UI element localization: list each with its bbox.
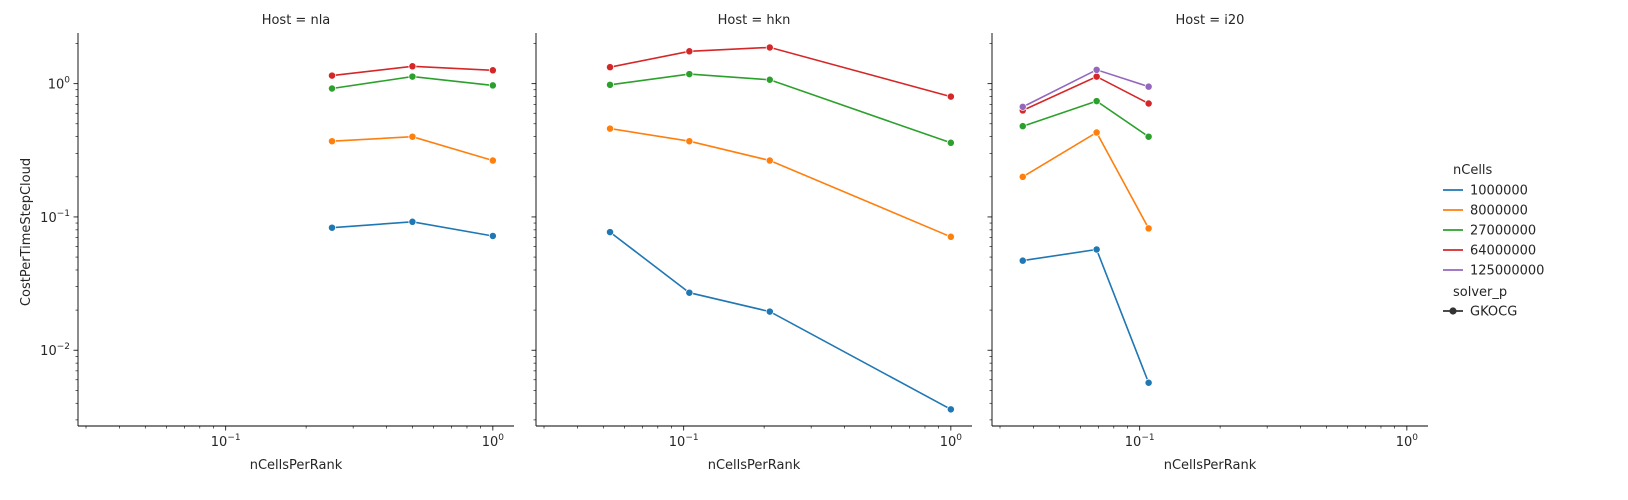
x-tick-label: 100 xyxy=(940,433,963,450)
x-axis-label: nCellsPerRank xyxy=(1164,458,1257,473)
panel-title: Host = nla xyxy=(262,13,331,28)
legend-style-marker xyxy=(1449,307,1457,315)
data-point-27000000 xyxy=(408,72,417,81)
legend-label: 1000000 xyxy=(1470,184,1528,199)
data-point-27000000 xyxy=(606,80,614,89)
data-point-8000000 xyxy=(1144,224,1153,233)
legend-label: 8000000 xyxy=(1470,204,1528,219)
legend-label: 27000000 xyxy=(1470,224,1536,239)
panel-0: Host = nla 10−1 100 10−2 10−1 100 nCellsPerRan… xyxy=(40,13,514,473)
data-point-64000000 xyxy=(946,92,955,101)
series-line-27000000 xyxy=(1022,100,1150,138)
data-point-1000000 xyxy=(765,307,774,316)
data-point-8000000 xyxy=(328,137,336,146)
y-tick-label: 10−2 xyxy=(40,342,70,359)
legend-label: 64000000 xyxy=(1470,244,1536,259)
panel-1: Host = hkn 10−1 100 nCellsPerRank xyxy=(531,13,972,473)
series-line-8000000 xyxy=(609,127,952,238)
x-tick-label: 100 xyxy=(1396,433,1419,450)
x-axis-label: nCellsPerRank xyxy=(250,458,343,473)
series-line-27000000 xyxy=(609,73,952,144)
y-tick-label: 100 xyxy=(48,76,71,93)
data-point-1000000 xyxy=(408,217,417,226)
data-point-1000000 xyxy=(685,288,694,297)
legend: nCells 1000000 8000000 27000000 64000000 1250… xyxy=(1443,163,1544,320)
data-point-27000000 xyxy=(488,81,497,90)
data-point-125000000 xyxy=(1092,65,1101,74)
data-point-1000000 xyxy=(488,232,497,240)
data-point-27000000 xyxy=(1092,97,1101,106)
series-line-1000000 xyxy=(609,231,952,411)
data-point-8000000 xyxy=(488,156,497,165)
data-point-1000000 xyxy=(1092,245,1101,254)
x-tick-label: 10−1 xyxy=(211,433,241,450)
y-tick-label: 10−1 xyxy=(40,209,70,226)
data-point-27000000 xyxy=(765,75,774,84)
data-point-64000000 xyxy=(1092,72,1101,81)
legend-label: 125000000 xyxy=(1470,264,1544,279)
data-point-64000000 xyxy=(1144,99,1153,108)
y-axis-label: CostPerTimeStepCloud xyxy=(19,158,34,306)
data-point-8000000 xyxy=(685,137,694,146)
facet-panels: Host = nla 10−1 100 10−2 10−1 100 nCellsPerRan… xyxy=(40,13,1428,473)
data-point-64000000 xyxy=(328,71,336,80)
data-point-64000000 xyxy=(488,66,497,75)
data-point-1000000 xyxy=(946,405,955,414)
data-point-27000000 xyxy=(1018,122,1027,131)
series-line-64000000 xyxy=(609,46,952,98)
legend-style-label: GKOCG xyxy=(1470,305,1517,320)
data-point-64000000 xyxy=(408,62,417,71)
data-point-27000000 xyxy=(946,138,955,147)
data-point-8000000 xyxy=(765,156,774,165)
data-point-27000000 xyxy=(1144,132,1153,141)
x-tick-label: 10−1 xyxy=(1125,433,1155,450)
data-point-1000000 xyxy=(328,223,336,232)
x-tick-label: 100 xyxy=(482,433,505,450)
data-point-27000000 xyxy=(685,70,694,79)
data-point-125000000 xyxy=(1018,102,1027,111)
x-tick-label: 10−1 xyxy=(669,433,699,450)
data-point-1000000 xyxy=(606,228,614,237)
data-point-8000000 xyxy=(946,232,955,241)
data-point-27000000 xyxy=(328,84,336,93)
x-axis-label: nCellsPerRank xyxy=(708,458,801,473)
series-line-1000000 xyxy=(1022,248,1150,384)
series-line-8000000 xyxy=(1022,131,1150,229)
data-point-8000000 xyxy=(606,124,614,133)
panel-2: Host = i20 10−1 100 nCellsPerRank xyxy=(987,13,1428,473)
data-point-1000000 xyxy=(1018,256,1027,265)
data-point-8000000 xyxy=(1092,128,1101,137)
data-point-8000000 xyxy=(1018,172,1027,181)
data-point-125000000 xyxy=(1144,82,1153,91)
legend-title-style: solver_p xyxy=(1453,285,1507,300)
data-point-8000000 xyxy=(408,132,417,141)
data-point-1000000 xyxy=(1144,378,1153,387)
data-point-64000000 xyxy=(685,47,694,56)
panel-title: Host = i20 xyxy=(1176,13,1245,28)
legend-title-hue: nCells xyxy=(1453,163,1493,178)
data-point-64000000 xyxy=(606,63,614,72)
data-point-64000000 xyxy=(765,43,774,52)
panel-title: Host = hkn xyxy=(718,13,791,28)
